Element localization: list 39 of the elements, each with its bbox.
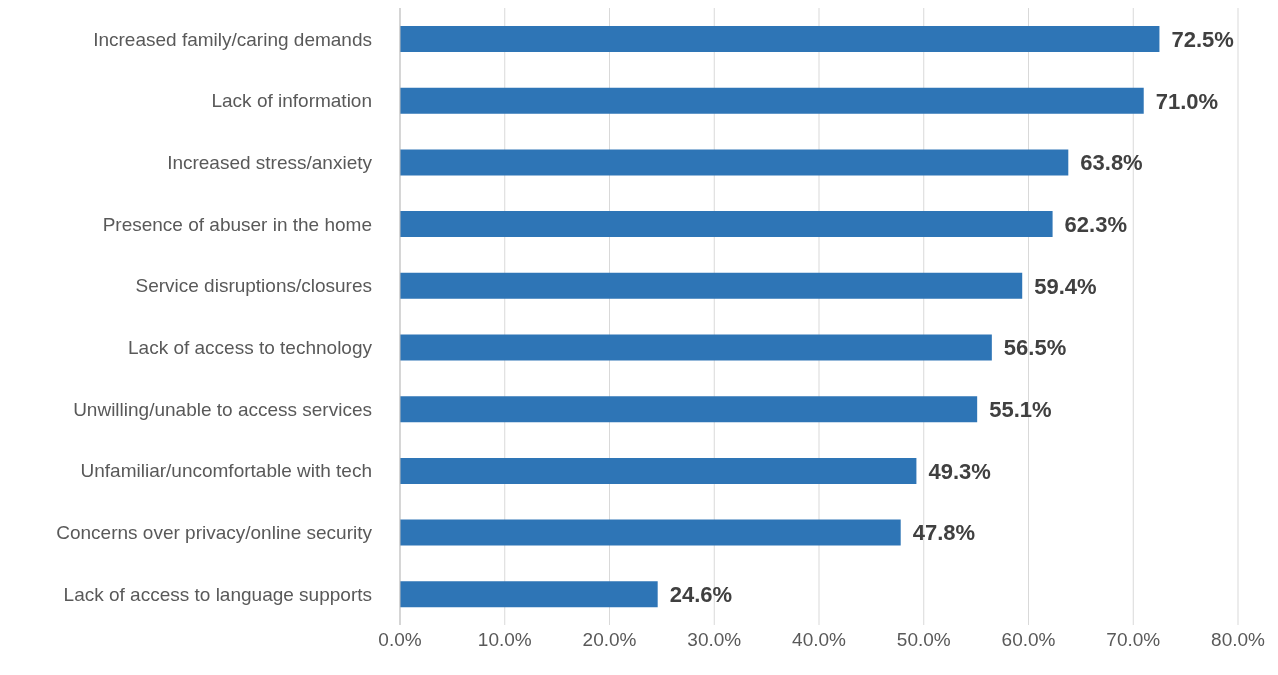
data-label: 59.4% xyxy=(1034,273,1097,299)
y-tick-label: Increased stress/anxiety xyxy=(167,151,373,173)
y-tick-label: Unwilling/unable to access services xyxy=(73,398,372,420)
data-label: 63.8% xyxy=(1080,150,1143,176)
data-label: 56.5% xyxy=(1003,335,1067,361)
data-label: 47.8% xyxy=(912,520,976,546)
x-tick-label: 30.0% xyxy=(687,629,742,651)
bar xyxy=(400,87,1144,114)
bar xyxy=(400,581,658,608)
x-tick-label: 70.0% xyxy=(1106,629,1161,651)
y-tick-label: Lack of access to language supports xyxy=(63,583,372,605)
x-tick-label: 80.0% xyxy=(1211,629,1266,651)
bar xyxy=(400,334,992,361)
x-tick-label: 0.0% xyxy=(378,629,422,651)
y-tick-label: Presence of abuser in the home xyxy=(102,213,372,235)
x-tick-label: 60.0% xyxy=(1001,629,1056,651)
bar xyxy=(400,211,1053,238)
y-tick-label: Service disruptions/closures xyxy=(135,275,372,297)
y-tick-label: Concerns over privacy/online security xyxy=(56,522,373,544)
x-tick-label: 20.0% xyxy=(582,629,637,651)
data-label: 55.1% xyxy=(989,397,1052,423)
data-label: 72.5% xyxy=(1171,26,1234,52)
bar xyxy=(400,149,1069,176)
y-tick-label: Lack of information xyxy=(211,90,372,112)
bar xyxy=(400,396,978,423)
bar xyxy=(400,26,1160,52)
data-label: 71.0% xyxy=(1155,88,1219,114)
data-label: 49.3% xyxy=(928,458,991,484)
data-label: 62.3% xyxy=(1064,211,1127,237)
bar xyxy=(400,457,917,484)
bar xyxy=(400,519,901,546)
x-tick-label: 10.0% xyxy=(477,629,532,651)
bar xyxy=(400,272,1023,299)
x-tick-label: 40.0% xyxy=(792,629,847,651)
y-tick-label: Unfamiliar/uncomfortable with tech xyxy=(80,460,372,482)
y-tick-label: Increased family/caring demands xyxy=(93,28,372,50)
y-tick-label: Lack of access to technology xyxy=(128,337,373,359)
data-label: 24.6% xyxy=(669,582,733,608)
x-tick-label: 50.0% xyxy=(896,629,951,651)
